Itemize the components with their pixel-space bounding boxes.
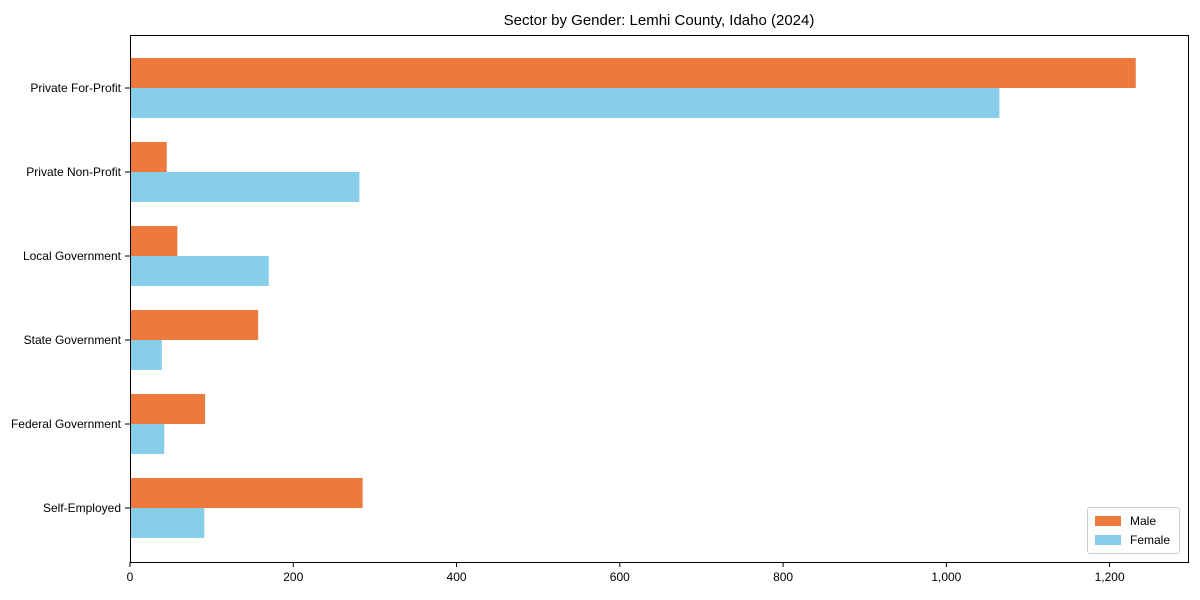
bar-male-private-for-profit: [130, 58, 1136, 88]
y-tick-label-private-non-profit: Private Non-Profit: [26, 165, 121, 179]
legend-label-female: Female: [1129, 533, 1170, 547]
plot-border: [130, 35, 1189, 563]
y-tick-label-self-employed: Self-Employed: [43, 501, 121, 515]
x-tick-label-800: 800: [773, 570, 793, 584]
bar-female-private-non-profit: [130, 172, 360, 202]
bar-female-self-employed: [130, 508, 205, 538]
y-tick-label-federal-government: Federal Government: [11, 417, 122, 431]
legend-swatch-female: [1094, 535, 1121, 545]
legend-swatch-male: [1094, 516, 1121, 526]
y-tick-label-state-government: State Government: [24, 333, 122, 347]
y-tick-label-local-government: Local Government: [23, 249, 122, 263]
legend: Male Female: [1086, 507, 1180, 554]
bar-male-private-non-profit: [130, 142, 167, 172]
x-tick-label-0: 0: [127, 570, 134, 584]
bar-male-federal-government: [130, 394, 206, 424]
bar-female-private-for-profit: [130, 88, 1000, 118]
chart-title: Sector by Gender: Lemhi County, Idaho (2…: [503, 12, 815, 29]
bar-male-self-employed: [130, 478, 363, 508]
bar-female-state-government: [130, 340, 162, 370]
bar-female-local-government: [130, 256, 269, 286]
x-tick-label-200: 200: [283, 570, 303, 584]
legend-label-male: Male: [1129, 514, 1156, 528]
legend-item-male: Male: [1094, 514, 1170, 528]
bar-male-local-government: [130, 226, 178, 256]
legend-item-female: Female: [1094, 533, 1170, 547]
x-tick-label-600: 600: [610, 570, 630, 584]
bar-female-federal-government: [130, 424, 165, 454]
y-tick-label-private-for-profit: Private For-Profit: [30, 81, 121, 95]
x-tick-label-1,000: 1,000: [931, 570, 961, 584]
x-tick-label-1,200: 1,200: [1095, 570, 1125, 584]
bar-male-state-government: [130, 310, 259, 340]
x-tick-label-400: 400: [447, 570, 467, 584]
